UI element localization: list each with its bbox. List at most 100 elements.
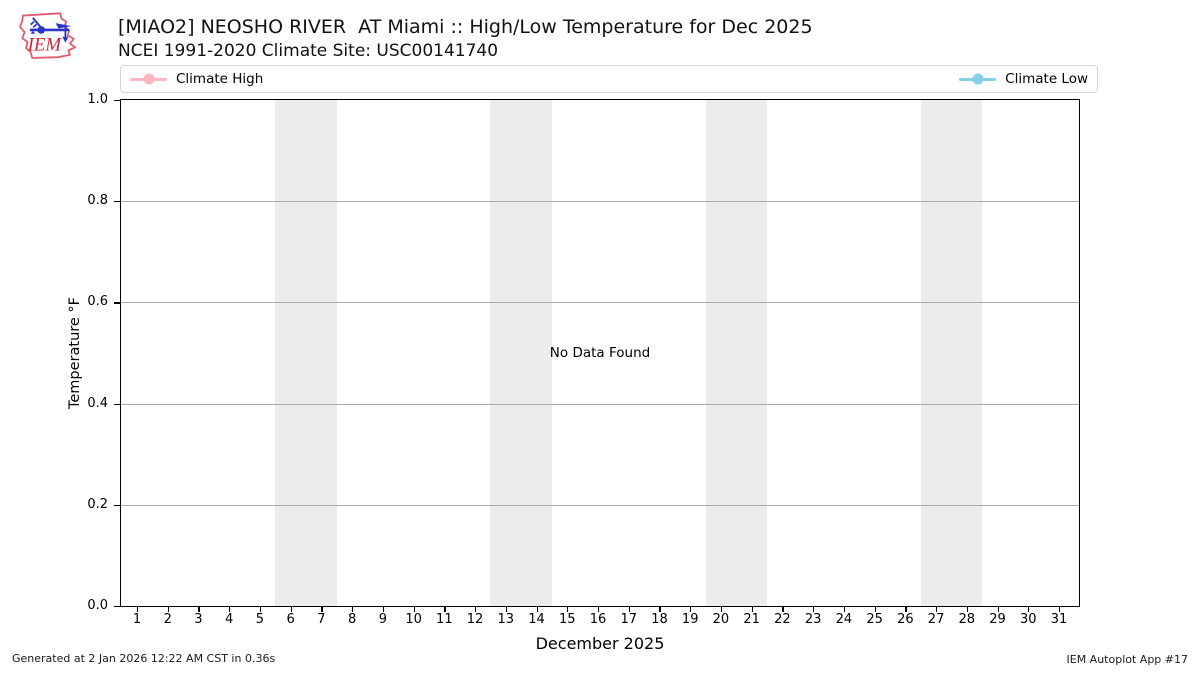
x-tick-label: 9 [378,612,387,627]
climate-high-dot [143,73,154,85]
x-tick-label: 2 [163,612,172,627]
x-tick-mark [352,607,354,612]
x-tick-mark [1028,607,1030,612]
x-tick-mark [505,607,507,612]
x-tick-label: 11 [436,612,453,627]
iowa-outline [19,12,77,59]
x-tick-mark [290,607,292,612]
x-tick-label: 15 [558,612,576,627]
y-tick-label: 1.0 [87,92,108,107]
gridline [121,302,1079,304]
x-tick-label: 14 [528,612,545,627]
x-tick-mark [536,607,538,612]
legend-label-climate-low: Climate Low [1005,71,1088,87]
x-tick-mark [198,607,200,612]
y-tick-mark [114,504,120,506]
x-tick-label: 7 [317,612,326,627]
plot-area: No Data Found [120,99,1080,607]
x-tick-mark [413,607,415,612]
x-tick-label: 30 [1020,612,1037,627]
weekend-band [705,100,768,606]
chart-title: [MIAO2] NEOSHO RIVER AT Miami :: High/Lo… [118,16,813,38]
iem-logo: IEM [19,12,77,59]
x-tick-label: 20 [712,612,730,627]
x-axis-label: December 2025 [535,634,665,653]
x-tick-mark [229,607,231,612]
x-tick-mark [874,607,876,612]
legend-item-climate-low: Climate Low [959,71,1088,87]
x-tick-label: 12 [466,612,484,627]
x-tick-mark [905,607,907,612]
x-tick-mark [167,607,169,612]
y-tick-mark [114,606,120,608]
climate-high-marker-icon [130,73,167,85]
x-tick-mark [782,607,784,612]
x-tick-label: 18 [651,612,668,627]
x-tick-label: 6 [286,612,295,627]
iem-logo-text: IEM [27,34,63,55]
x-tick-mark [997,607,999,612]
y-tick-label: 0.0 [87,598,108,613]
x-tick-mark [720,607,723,612]
x-tick-mark [843,607,846,612]
x-tick-label: 28 [958,612,976,627]
x-tick-mark [966,607,968,612]
no-data-message: No Data Found [549,345,651,361]
y-tick-mark [114,100,120,102]
legend: Climate High Climate Low [120,65,1098,93]
weekend-band [275,100,337,606]
y-tick-label: 0.2 [87,496,108,512]
legend-label-climate-high: Climate High [176,71,264,87]
x-tick-label: 4 [225,612,234,627]
weekend-band [920,100,983,606]
gridline [121,504,1079,506]
y-tick-label: 0.8 [87,193,108,209]
x-tick-label: 5 [255,612,265,627]
x-tick-label: 8 [347,612,357,627]
x-tick-label: 16 [589,612,607,627]
x-tick-mark [813,607,815,612]
gridline [121,201,1079,203]
x-tick-mark [628,607,630,612]
climate-low-dot [972,73,984,85]
x-tick-label: 22 [774,612,791,627]
y-tick-label: 0.6 [87,294,108,310]
x-tick-label: 19 [681,612,699,627]
x-tick-label: 29 [989,612,1006,627]
x-tick-label: 23 [804,612,822,627]
y-tick-mark [114,403,120,405]
x-tick-mark [598,607,600,612]
x-tick-mark [936,607,938,612]
x-tick-label: 13 [497,612,515,627]
x-tick-mark [659,607,661,612]
x-tick-label: 31 [1050,612,1068,627]
x-tick-mark [1059,607,1061,612]
x-tick-mark [321,607,323,612]
chart-subtitle: NCEI 1991-2020 Climate Site: USC00141740 [118,41,499,61]
legend-item-climate-high: Climate High [130,71,263,87]
x-tick-mark [259,607,262,612]
x-tick-mark [382,607,385,612]
x-tick-mark [475,607,477,612]
x-tick-label: 24 [835,612,853,627]
x-tick-label: 1 [132,612,142,627]
x-tick-label: 25 [866,612,883,627]
x-tick-mark [136,607,139,612]
x-tick-label: 17 [620,612,637,627]
climate-low-marker-icon [959,73,997,85]
generated-timestamp: Generated at 2 Jan 2026 12:22 AM CST in … [12,652,276,665]
weathervane-icon [29,17,72,43]
app-credit: IEM Autoplot App #17 [1066,653,1189,666]
x-tick-mark [690,607,692,612]
y-tick-mark [114,302,120,304]
y-tick-mark [114,201,120,203]
x-tick-label: 3 [194,612,203,627]
x-tick-mark [751,607,753,612]
x-tick-label: 27 [927,612,945,627]
x-tick-mark [567,607,569,612]
x-tick-mark [444,607,446,612]
y-axis-label: Temperature °F [67,296,83,410]
x-tick-label: 26 [897,612,914,627]
x-tick-label: 21 [743,612,760,627]
